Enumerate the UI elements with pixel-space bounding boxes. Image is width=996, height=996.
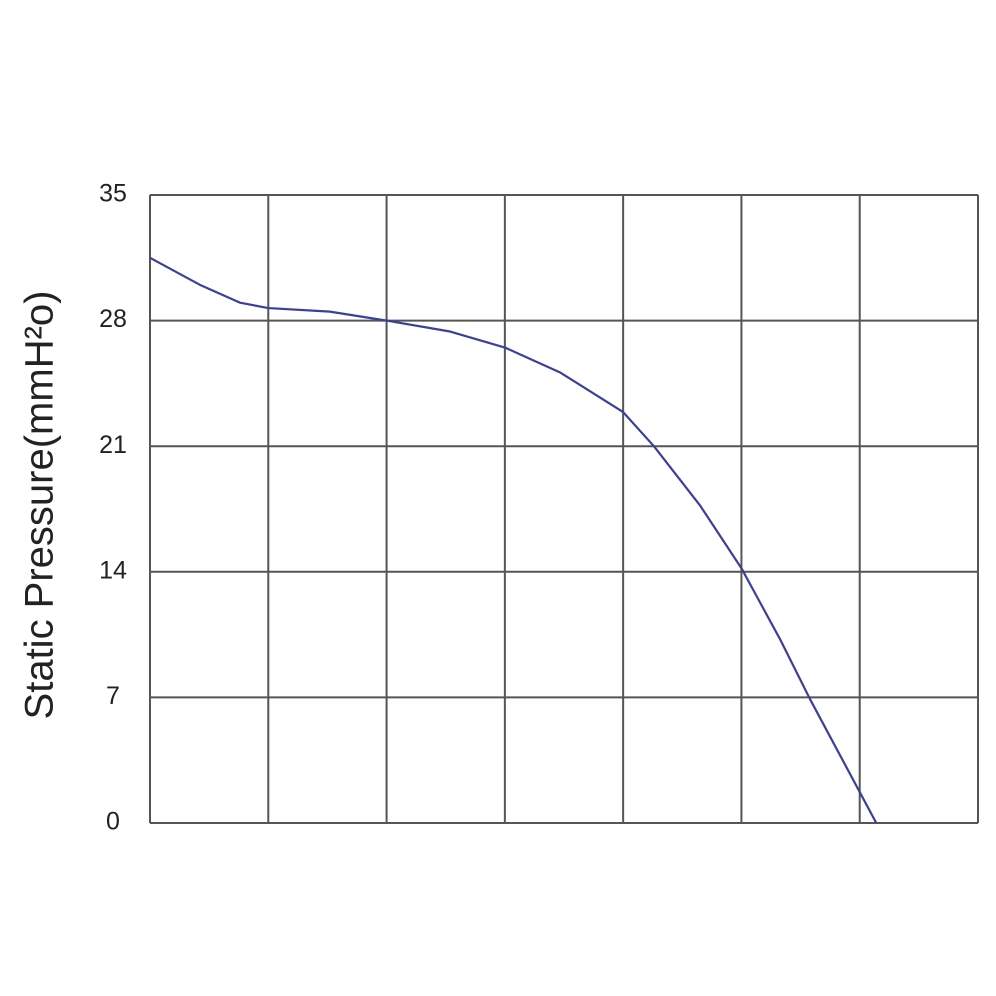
y-tick-label: 7 bbox=[106, 682, 120, 710]
y-tick-label: 28 bbox=[99, 305, 127, 333]
y-axis-label: Static Pressure(mmH²o) bbox=[18, 291, 62, 720]
y-tick-label: 35 bbox=[99, 180, 127, 208]
y-tick-label: 14 bbox=[99, 556, 127, 584]
y-tick-label: 21 bbox=[99, 431, 127, 459]
data-line bbox=[149, 256, 878, 824]
y-tick-label: 0 bbox=[106, 808, 120, 836]
